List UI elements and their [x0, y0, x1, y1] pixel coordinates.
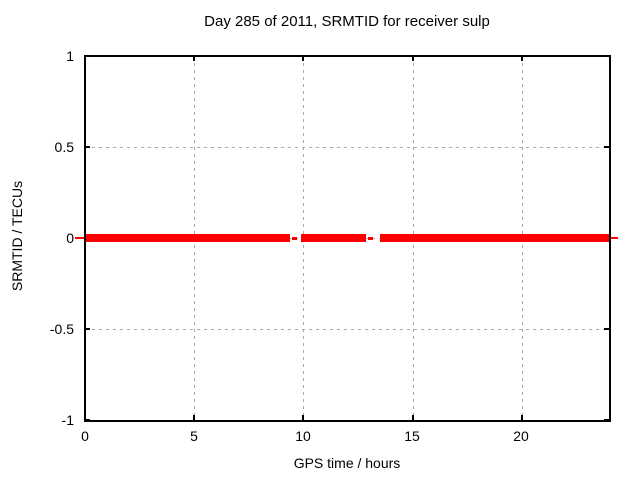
- x-tick-mark: [521, 56, 523, 61]
- y-tick-label: 0.5: [54, 139, 74, 155]
- line-overhang-left: [75, 237, 85, 239]
- x-tick-label: 5: [190, 428, 198, 444]
- y-tick-label: -1: [61, 412, 74, 428]
- data-point-dash: [368, 237, 373, 240]
- y-tick-label: 0: [66, 230, 74, 246]
- y-tick-label: -0.5: [49, 321, 74, 337]
- x-tick-mark: [521, 415, 523, 420]
- x-tick-label: 20: [513, 428, 529, 444]
- y-axis-label: SRMTID / TECUs: [9, 180, 25, 292]
- y-tick-mark: [85, 328, 90, 330]
- x-tick-mark: [193, 415, 195, 420]
- x-axis-label: GPS time / hours: [293, 455, 401, 471]
- chart-title: Day 285 of 2011, SRMTID for receiver sul…: [204, 13, 490, 30]
- data-series-segment: [85, 234, 290, 242]
- data-point-dash: [292, 237, 297, 240]
- line-overhang-right: [609, 237, 618, 239]
- x-tick-mark: [302, 56, 304, 61]
- x-tick-label: 10: [295, 428, 311, 444]
- x-tick-mark: [193, 56, 195, 61]
- data-series-segment: [380, 234, 609, 242]
- y-tick-label: 1: [66, 48, 74, 64]
- gridline-horizontal: [85, 147, 609, 148]
- x-tick-mark: [412, 415, 414, 420]
- y-tick-mark: [604, 146, 609, 148]
- y-tick-mark: [604, 328, 609, 330]
- x-tick-mark: [412, 56, 414, 61]
- plot-border: [84, 55, 611, 422]
- x-tick-mark: [302, 415, 304, 420]
- y-tick-mark: [85, 146, 90, 148]
- x-tick-label: 15: [404, 428, 420, 444]
- data-series-segment: [301, 234, 366, 242]
- x-tick-label: 0: [81, 428, 89, 444]
- gridline-horizontal: [85, 329, 609, 330]
